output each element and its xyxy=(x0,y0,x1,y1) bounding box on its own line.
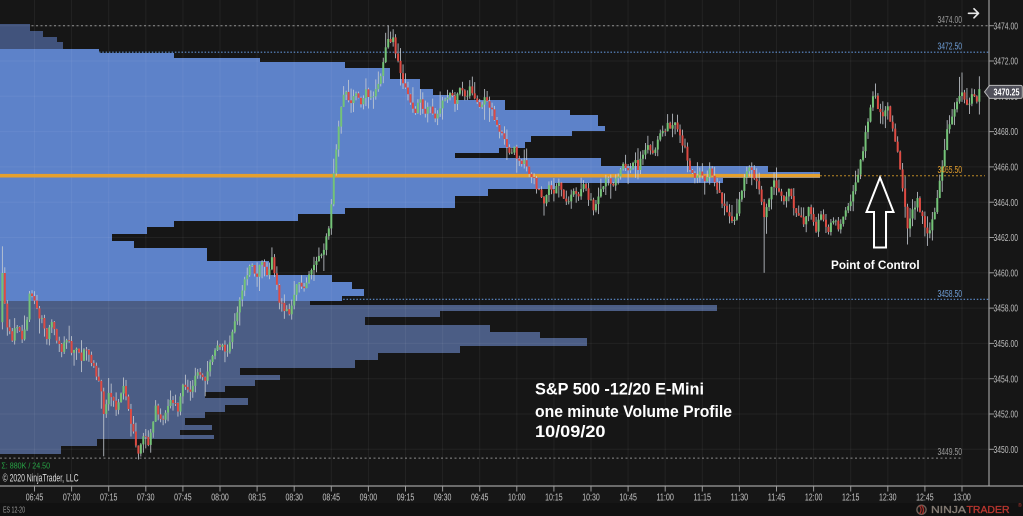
svg-text:09:15: 09:15 xyxy=(397,493,415,504)
svg-text:3474.00: 3474.00 xyxy=(994,21,1019,32)
svg-text:08:45: 08:45 xyxy=(323,493,341,504)
svg-text:NINJA: NINJA xyxy=(931,504,966,516)
svg-text:07:30: 07:30 xyxy=(137,493,155,504)
svg-text:12:45: 12:45 xyxy=(916,493,934,504)
svg-text:10:45: 10:45 xyxy=(619,493,637,504)
svg-text:ES 12-20: ES 12-20 xyxy=(3,506,25,515)
svg-text:06:45: 06:45 xyxy=(26,493,44,504)
svg-text:3450.00: 3450.00 xyxy=(994,445,1019,456)
svg-text:3474.00: 3474.00 xyxy=(938,15,963,26)
svg-text:11:30: 11:30 xyxy=(731,493,749,504)
svg-text:one minute Volume Profile: one minute Volume Profile xyxy=(535,403,732,421)
svg-text:3454.00: 3454.00 xyxy=(994,374,1019,385)
svg-text:07:45: 07:45 xyxy=(174,493,192,504)
svg-text:3458.00: 3458.00 xyxy=(994,304,1019,315)
svg-text:3472.00: 3472.00 xyxy=(994,57,1019,68)
svg-text:10:30: 10:30 xyxy=(582,493,600,504)
svg-text:09:30: 09:30 xyxy=(434,493,452,504)
svg-text:10/09/20: 10/09/20 xyxy=(535,423,606,441)
svg-text:11:45: 11:45 xyxy=(768,493,786,504)
svg-text:09:45: 09:45 xyxy=(471,493,489,504)
svg-text:10:15: 10:15 xyxy=(545,493,563,504)
svg-text:3449.50: 3449.50 xyxy=(938,447,963,458)
svg-text:3462.00: 3462.00 xyxy=(994,233,1019,244)
svg-text:08:00: 08:00 xyxy=(211,493,229,504)
svg-text:12:00: 12:00 xyxy=(805,493,823,504)
svg-text:®: ® xyxy=(1018,502,1022,509)
svg-text:11:00: 11:00 xyxy=(656,493,674,504)
svg-text:07:00: 07:00 xyxy=(63,493,81,504)
svg-text:Point of Control: Point of Control xyxy=(831,258,920,272)
svg-text:13:00: 13:00 xyxy=(953,493,971,504)
svg-text:3470.25: 3470.25 xyxy=(994,88,1020,99)
svg-text:Σ: 880K / 24.50: Σ: 880K / 24.50 xyxy=(1,461,50,471)
svg-text:09:00: 09:00 xyxy=(360,493,378,504)
svg-text:3458.50: 3458.50 xyxy=(938,289,963,300)
svg-text:11:15: 11:15 xyxy=(694,493,712,504)
svg-text:10:00: 10:00 xyxy=(508,493,526,504)
svg-text:3465.50: 3465.50 xyxy=(938,165,963,176)
svg-text:© 2020 NinjaTrader, LLC: © 2020 NinjaTrader, LLC xyxy=(3,472,79,484)
svg-text:TRADER: TRADER xyxy=(967,504,1010,516)
svg-text:3468.00: 3468.00 xyxy=(994,127,1019,138)
svg-text:3460.00: 3460.00 xyxy=(994,268,1019,279)
svg-text:3464.00: 3464.00 xyxy=(994,198,1019,209)
svg-text:08:30: 08:30 xyxy=(285,493,303,504)
svg-text:3472.50: 3472.50 xyxy=(938,42,963,53)
svg-text:07:15: 07:15 xyxy=(100,493,118,504)
svg-text:08:15: 08:15 xyxy=(248,493,266,504)
svg-text:S&P 500 -12/20 E-Mini: S&P 500 -12/20 E-Mini xyxy=(535,381,704,399)
svg-text:3456.00: 3456.00 xyxy=(994,339,1019,350)
svg-text:12:30: 12:30 xyxy=(879,493,897,504)
svg-text:3452.00: 3452.00 xyxy=(994,410,1019,421)
svg-text:3466.00: 3466.00 xyxy=(994,163,1019,174)
svg-text:12:15: 12:15 xyxy=(842,493,860,504)
